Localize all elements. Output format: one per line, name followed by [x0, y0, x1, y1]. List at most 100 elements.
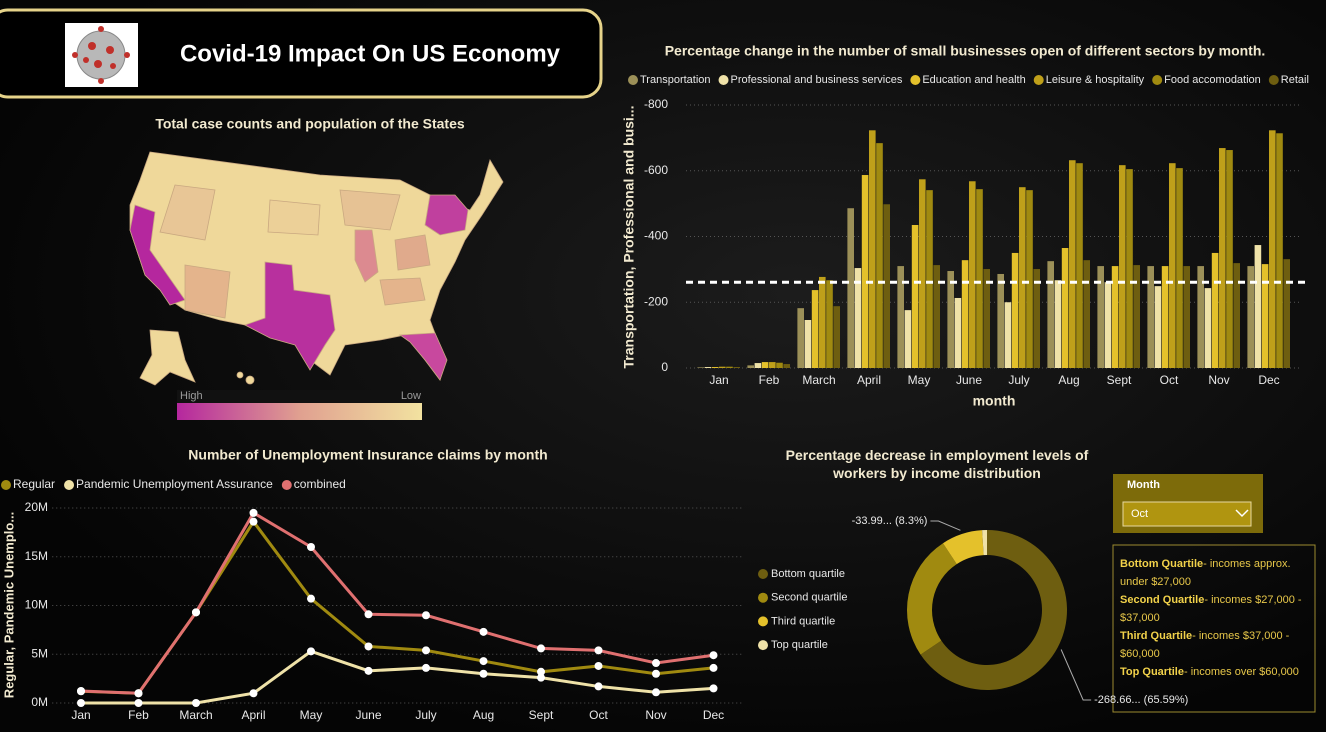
- y-tick-label: 0: [661, 360, 668, 374]
- bar: [1004, 302, 1012, 368]
- y-tick-label: -600: [644, 163, 668, 177]
- bar: [769, 362, 776, 368]
- us-map: [129, 151, 504, 386]
- slicer-selected[interactable]: Oct: [1131, 508, 1148, 520]
- y-tick-label: -400: [644, 229, 668, 243]
- slicer-dropdown[interactable]: [1122, 501, 1252, 527]
- point: [77, 699, 85, 707]
- legend-swatch: [910, 75, 921, 85]
- bar: [819, 276, 826, 368]
- legend-label: Top quartile: [771, 639, 828, 651]
- notes: Bottom Quartile- incomes approx. under $…: [1120, 555, 1308, 681]
- legend-swatch: [281, 480, 292, 490]
- bar: [1183, 266, 1190, 368]
- bar: [733, 367, 740, 368]
- y-tick-label: 20M: [25, 500, 48, 514]
- bar: [1276, 133, 1283, 368]
- dashboard-title: Covid-19 Impact On US Economy: [180, 40, 561, 67]
- bar: [904, 310, 912, 368]
- series-line: [81, 649, 714, 705]
- note: Third Quartile- incomes $37,000 - $60,00…: [1120, 627, 1308, 663]
- point: [479, 627, 488, 636]
- donut-slice: [942, 530, 984, 565]
- y-tick-label: 10M: [25, 598, 48, 612]
- bar: [1026, 190, 1033, 368]
- y-axis-title: Regular, Pandemic Unemplo...: [1, 512, 16, 698]
- point: [537, 673, 545, 682]
- note-text: - incomes over $60,000: [1183, 666, 1299, 678]
- bar: [704, 367, 712, 368]
- legend-label: Retail: [1281, 74, 1309, 86]
- x-tick-label: Sept: [1107, 373, 1132, 387]
- point: [537, 644, 545, 653]
- bar: [754, 363, 762, 368]
- bar: [1076, 163, 1083, 368]
- bar: [1111, 266, 1119, 368]
- bar: [719, 366, 726, 368]
- bar: [983, 269, 990, 368]
- map-legend-bg: [177, 390, 422, 403]
- point: [364, 642, 373, 651]
- bar: [1197, 266, 1204, 368]
- legend-swatch: [758, 616, 768, 627]
- legend-swatch: [1268, 75, 1279, 85]
- point: [479, 669, 488, 678]
- point: [364, 610, 373, 619]
- x-tick-label: June: [355, 708, 381, 722]
- bar: [976, 189, 983, 368]
- note-text: - incomes approx. under $27,000: [1120, 558, 1291, 588]
- bar: [833, 306, 840, 368]
- chart-title: Percentage change in the number of small…: [665, 43, 1266, 59]
- x-tick-label: Nov: [645, 708, 666, 722]
- note-text: - incomes $37,000 - $60,000: [1120, 630, 1290, 660]
- bar: [1261, 264, 1269, 368]
- data-label: -268.66... (65.59%): [1094, 694, 1188, 706]
- note: Second Quartile- incomes $27,000 - $37,0…: [1120, 591, 1308, 627]
- point: [652, 669, 660, 678]
- leader-line: [1060, 649, 1092, 701]
- x-tick-label: Jan: [709, 373, 728, 387]
- point: [537, 667, 545, 676]
- legend-swatch: [1152, 75, 1163, 85]
- bar: [1154, 286, 1162, 368]
- bar: [1247, 266, 1254, 368]
- dropdown-chevron: [1235, 509, 1249, 518]
- y-tick-label: 15M: [25, 549, 48, 563]
- legend-label: Education and health: [922, 74, 1025, 86]
- legend-label: Third quartile: [771, 615, 835, 627]
- bar: [926, 190, 933, 368]
- bar: [933, 265, 940, 368]
- legend-label: Leisure & hospitality: [1046, 74, 1145, 86]
- legend-swatch: [628, 75, 638, 85]
- bar: [1061, 248, 1069, 368]
- note-term: Third Quartile: [1120, 630, 1193, 642]
- chart-title: Number of Unemployment Insurance claims …: [188, 447, 547, 463]
- bar: [1126, 169, 1133, 368]
- note: Top Quartile- incomes over $60,000: [1120, 663, 1308, 681]
- header-box: [0, 8, 603, 99]
- y-tick-label: 0M: [31, 695, 48, 709]
- bar: [969, 181, 976, 368]
- bar: [1283, 259, 1290, 368]
- virus-icon: [65, 23, 138, 87]
- map-legend-high: High: [180, 390, 203, 402]
- map-title: Total case counts and population of the …: [155, 116, 465, 132]
- x-tick-label: Aug: [473, 708, 494, 722]
- x-tick-label: Oct: [589, 708, 608, 722]
- bar: [1011, 252, 1019, 368]
- x-tick-label: April: [241, 708, 265, 722]
- legend-label: Professional and business services: [731, 74, 903, 86]
- legend-swatch: [758, 592, 768, 603]
- x-tick-label: Feb: [128, 708, 149, 722]
- legend-swatch: [1, 480, 11, 490]
- data-label: -33.99... (8.3%): [852, 515, 928, 527]
- point: [422, 611, 430, 620]
- x-tick-label: Sept: [529, 708, 554, 722]
- point: [249, 508, 258, 517]
- bar: [1069, 160, 1076, 368]
- donut-title: Percentage decrease in employment levels…: [785, 447, 1089, 481]
- series-line: [80, 519, 714, 695]
- x-tick-label: June: [956, 373, 982, 387]
